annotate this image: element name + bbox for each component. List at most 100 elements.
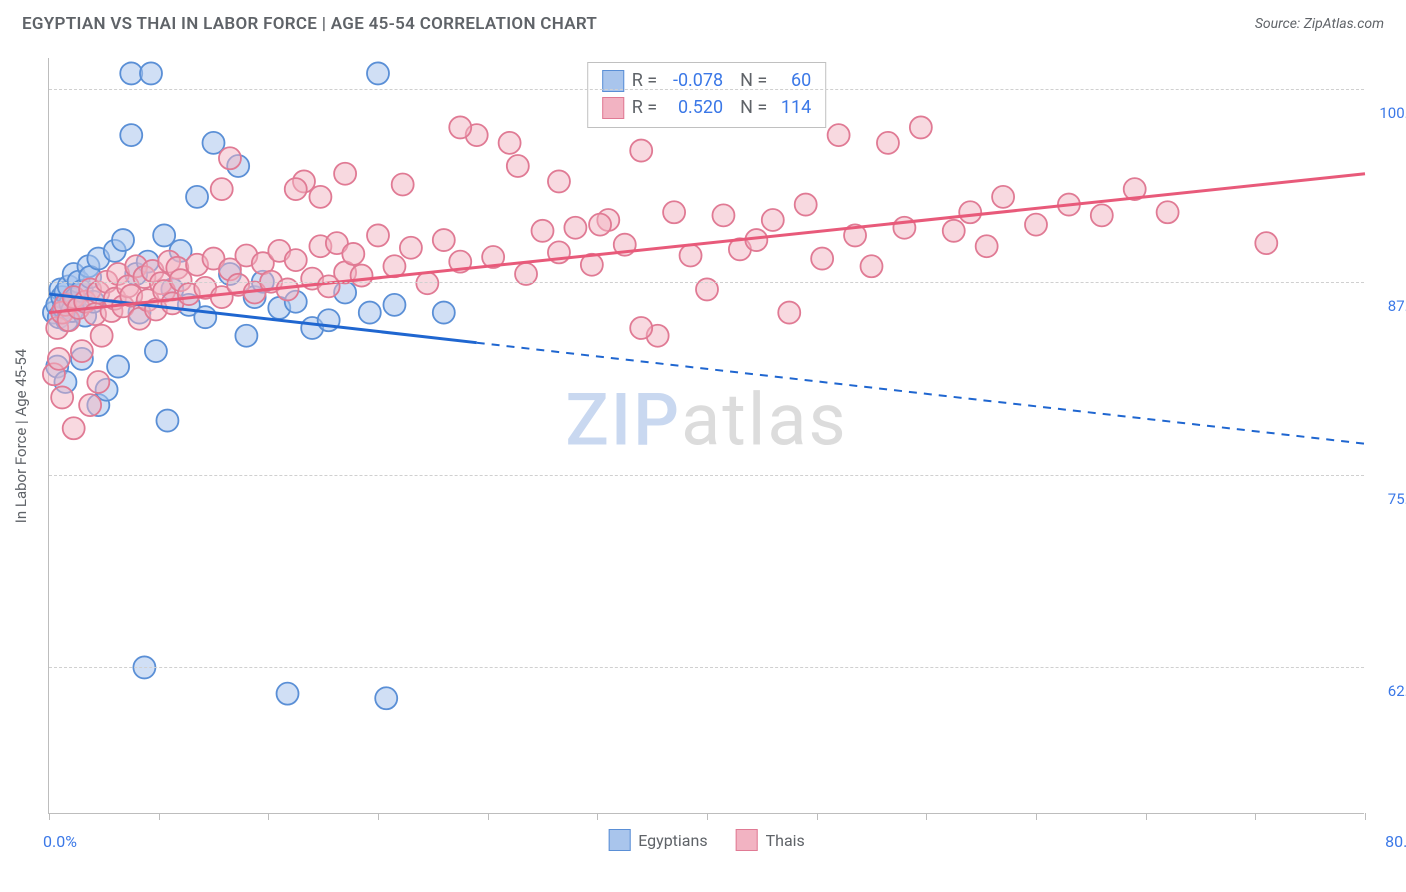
legend-swatch-thais [736, 829, 758, 851]
data-point [416, 272, 438, 294]
trend-line-dashed [477, 343, 1365, 444]
data-point [943, 220, 965, 242]
stat-r-label: R = [632, 67, 657, 94]
data-point [532, 220, 554, 242]
x-tick [49, 813, 50, 820]
data-point [383, 294, 405, 316]
x-axis-min-label: 0.0% [43, 832, 77, 851]
data-point [120, 62, 142, 84]
data-point [507, 155, 529, 177]
x-tick [378, 813, 379, 820]
x-axis-max-label: 80.0% [1385, 832, 1406, 851]
x-tick [488, 813, 489, 820]
data-point [277, 683, 299, 705]
stat-r-value-1: 0.520 [665, 94, 723, 121]
stat-n-value-1: 114 [775, 94, 811, 121]
data-point [564, 217, 586, 239]
x-tick [268, 813, 269, 820]
x-tick [817, 813, 818, 820]
data-point [63, 417, 85, 439]
data-point [392, 174, 414, 196]
data-point [186, 186, 208, 208]
data-point [367, 62, 389, 84]
data-point [1157, 201, 1179, 223]
data-point [861, 255, 883, 277]
data-point [351, 265, 373, 287]
gridline-h [49, 282, 1364, 283]
x-tick [1365, 813, 1366, 820]
data-point [140, 62, 162, 84]
source-label: Source: ZipAtlas.com [1255, 16, 1384, 32]
y-axis-title: In Labor Force | Age 45-54 [12, 348, 30, 522]
data-point [811, 248, 833, 270]
stat-n-label: N = [731, 67, 767, 94]
y-tick-label: 62.5% [1388, 682, 1406, 700]
y-tick-label: 100.0% [1379, 104, 1406, 122]
data-point [959, 201, 981, 223]
data-point [877, 132, 899, 154]
data-point [285, 249, 307, 271]
data-point [48, 348, 70, 370]
data-point [548, 170, 570, 192]
x-tick [926, 813, 927, 820]
stats-row-egyptians: R = -0.078 N = 60 [602, 67, 812, 94]
data-point [235, 325, 257, 347]
data-point [71, 340, 93, 362]
legend-label-thais: Thais [766, 831, 805, 850]
data-point [1025, 214, 1047, 236]
data-point [712, 204, 734, 226]
data-point [156, 410, 178, 432]
swatch-thais [602, 97, 624, 119]
data-point [91, 325, 113, 347]
legend-label-egyptians: Egyptians [638, 831, 707, 850]
data-point [309, 186, 331, 208]
data-point [778, 302, 800, 324]
data-point [51, 386, 73, 408]
data-point [910, 116, 932, 138]
x-tick [1255, 813, 1256, 820]
data-point [375, 687, 397, 709]
data-point [828, 124, 850, 146]
gridline-h [49, 89, 1364, 90]
data-point [1255, 232, 1277, 254]
data-point [680, 244, 702, 266]
data-point [630, 140, 652, 162]
stat-n-value-0: 60 [775, 67, 811, 94]
y-tick-label: 87.5% [1388, 297, 1406, 315]
gridline-h [49, 667, 1364, 668]
stats-legend-box: R = -0.078 N = 60 R = 0.520 N = 114 [587, 62, 827, 128]
data-point [219, 147, 241, 169]
data-point [1091, 204, 1113, 226]
data-point [762, 209, 784, 231]
data-point [79, 394, 101, 416]
data-point [589, 214, 611, 236]
data-point [449, 116, 471, 138]
x-tick [707, 813, 708, 820]
chart-svg [49, 58, 1364, 813]
x-tick [1146, 813, 1147, 820]
data-point [400, 237, 422, 259]
x-tick [597, 813, 598, 820]
data-point [211, 178, 233, 200]
legend-swatch-egyptians [608, 829, 630, 851]
data-point [107, 356, 129, 378]
data-point [976, 235, 998, 257]
legend-item-thais: Thais [736, 829, 805, 851]
legend-item-egyptians: Egyptians [608, 829, 707, 851]
data-point [285, 178, 307, 200]
data-point [342, 243, 364, 265]
stats-row-thais: R = 0.520 N = 114 [602, 94, 812, 121]
data-point [145, 340, 167, 362]
gridline-h [49, 475, 1364, 476]
stat-r-label: R = [632, 94, 657, 121]
data-point [795, 194, 817, 216]
x-tick [1036, 813, 1037, 820]
data-point [433, 229, 455, 251]
data-point [112, 229, 134, 251]
chart-plot-area: In Labor Force | Age 45-54 ZIPatlas R = … [48, 58, 1364, 814]
data-point [499, 132, 521, 154]
chart-title: EGYPTIAN VS THAI IN LABOR FORCE | AGE 45… [22, 14, 597, 34]
data-point [359, 302, 381, 324]
y-tick-label: 75.0% [1388, 490, 1406, 508]
x-tick [159, 813, 160, 820]
